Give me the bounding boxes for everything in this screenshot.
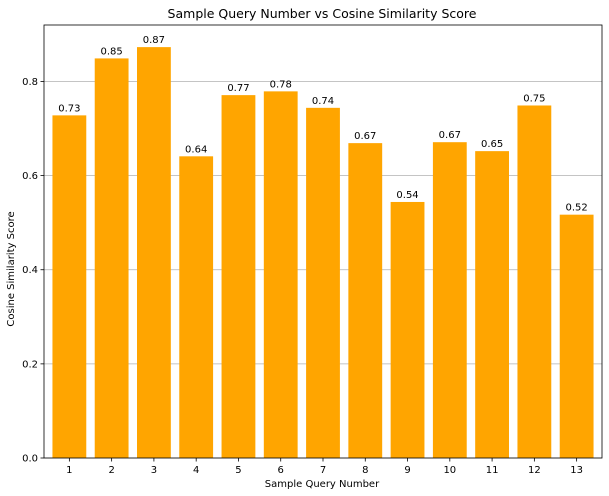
x-tick-label: 4 (193, 465, 199, 476)
bar-value-label: 0.74 (312, 96, 334, 107)
x-tick-label: 7 (320, 465, 326, 476)
bar-value-label: 0.67 (439, 130, 461, 141)
bar (475, 151, 509, 459)
bar-value-label: 0.87 (143, 35, 165, 46)
bar (52, 115, 87, 458)
data-labels: 0.73 0.85 0.87 0.64 0.77 0.78 0.74 0.67 0.54 0.67… (58, 35, 588, 214)
x-tick-label: 10 (443, 465, 456, 476)
y-tick-label: 0.0 (22, 454, 38, 465)
x-tick-label: 5 (235, 465, 241, 476)
y-tick-label: 0.2 (22, 359, 38, 370)
x-tick-label: 11 (486, 465, 499, 476)
x-tick-label: 13 (570, 465, 583, 476)
bar (221, 95, 256, 459)
bar-value-label: 0.64 (185, 144, 207, 155)
bar-value-label: 0.54 (396, 190, 418, 201)
chart-title: Sample Query Number vs Cosine Similarity… (168, 6, 477, 21)
y-tick-label: 0.4 (22, 265, 38, 276)
bar (517, 105, 552, 459)
bar (137, 47, 171, 458)
bars (52, 47, 594, 459)
bar-value-label: 0.77 (227, 83, 249, 94)
bar-value-label: 0.73 (58, 103, 80, 114)
bar (390, 201, 425, 458)
bar (559, 214, 594, 458)
bar-value-label: 0.75 (523, 93, 545, 104)
x-axis-label: Sample Query Number (265, 479, 380, 490)
x-tick-label: 3 (151, 465, 157, 476)
x-tick-label: 12 (528, 465, 541, 476)
bar (179, 156, 214, 458)
bar-value-label: 0.85 (101, 46, 123, 57)
bar (432, 142, 467, 459)
x-axis-ticks: 1 2 3 4 5 6 7 8 9 10 11 12 13 (66, 458, 583, 476)
x-tick-label: 9 (404, 465, 410, 476)
y-axis-ticks: 0.0 0.2 0.4 0.6 0.8 (22, 77, 44, 465)
x-tick-label: 2 (108, 465, 114, 476)
y-tick-label: 0.6 (22, 171, 38, 182)
x-tick-label: 6 (278, 465, 284, 476)
y-tick-label: 0.8 (22, 77, 38, 88)
x-tick-label: 1 (66, 465, 72, 476)
x-tick-label: 8 (362, 465, 368, 476)
bar (348, 143, 383, 458)
bar (306, 107, 340, 459)
bar-value-label: 0.52 (566, 203, 588, 214)
bar-value-label: 0.78 (270, 79, 292, 90)
bar (94, 58, 129, 458)
y-axis-label: Cosine Similarity Score (6, 211, 17, 326)
bar (263, 91, 298, 459)
bar-value-label: 0.67 (354, 131, 376, 142)
bar-value-label: 0.65 (481, 139, 503, 150)
